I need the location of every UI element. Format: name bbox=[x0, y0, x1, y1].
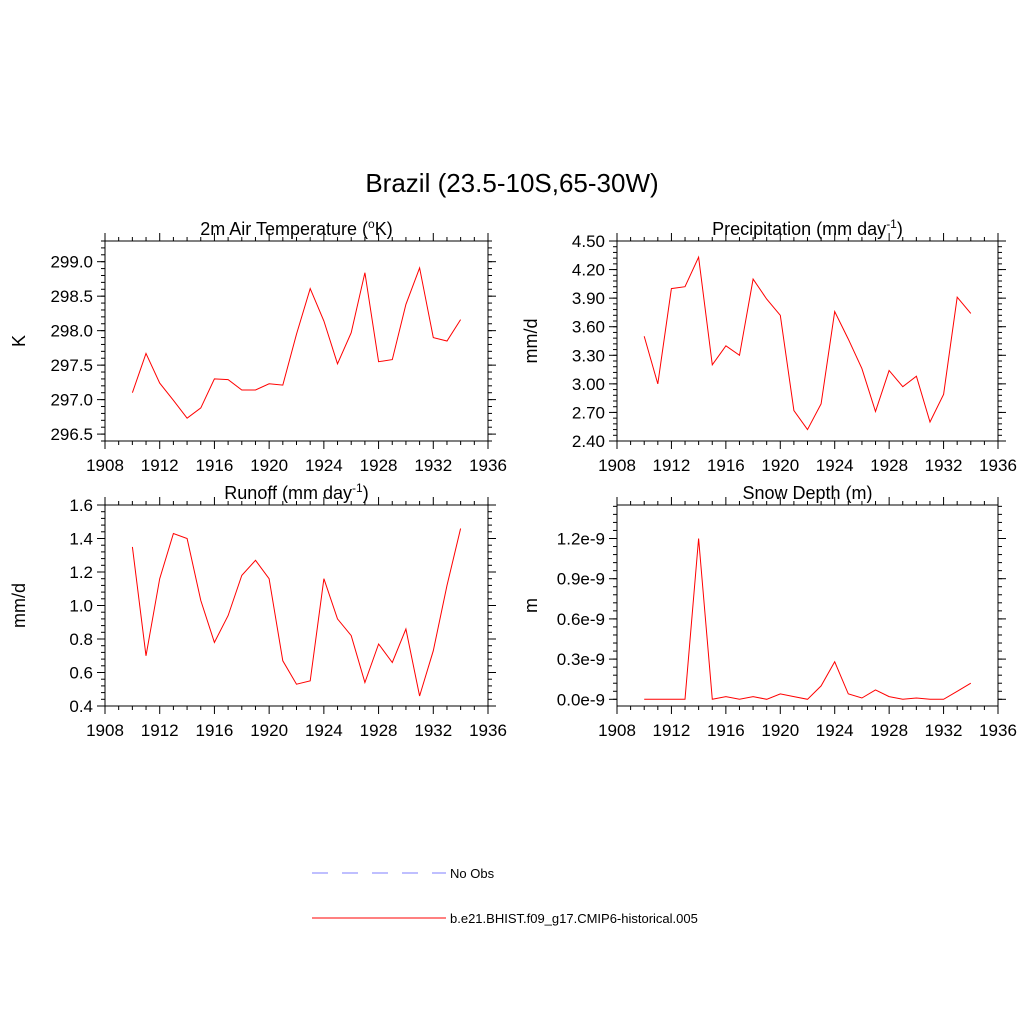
runoff-xtick-label: 1936 bbox=[469, 721, 507, 740]
snow-depth-ytick-label: 0.6e-9 bbox=[557, 610, 605, 629]
precipitation-xtick-label: 1936 bbox=[979, 456, 1017, 475]
temperature-xtick-label: 1932 bbox=[414, 456, 452, 475]
precipitation-ytick-label: 3.30 bbox=[572, 346, 605, 365]
precipitation-ytick-label: 3.90 bbox=[572, 289, 605, 308]
precipitation-xtick-label: 1912 bbox=[653, 456, 691, 475]
snow-depth-title: Snow Depth (m) bbox=[742, 483, 872, 503]
precipitation-xtick-label: 1908 bbox=[598, 456, 636, 475]
runoff-frame bbox=[104, 504, 489, 707]
snow-depth-ylabel: m bbox=[521, 598, 541, 613]
precipitation-ylabel: mm/d bbox=[521, 319, 541, 364]
precipitation-title: Precipitation (mm day-1) bbox=[712, 217, 903, 239]
temperature-frame bbox=[104, 240, 489, 442]
legend-model-label: b.e21.BHIST.f09_g17.CMIP6-historical.005 bbox=[450, 911, 698, 926]
snow-depth-xtick-label: 1924 bbox=[816, 721, 854, 740]
temperature-ytick-label: 299.0 bbox=[50, 253, 93, 272]
temperature-xtick-label: 1928 bbox=[360, 456, 398, 475]
precipitation-xtick-label: 1924 bbox=[816, 456, 854, 475]
temperature-ytick-label: 297.5 bbox=[50, 356, 93, 375]
snow-depth-ytick-label: 0.3e-9 bbox=[557, 650, 605, 669]
precipitation-ytick-label: 4.20 bbox=[572, 261, 605, 280]
snow-depth-xtick-label: 1936 bbox=[979, 721, 1017, 740]
temperature-series-line bbox=[131, 266, 462, 419]
precipitation-ytick-label: 2.40 bbox=[572, 432, 605, 451]
runoff-ylabel: mm/d bbox=[9, 583, 29, 628]
legend-obs-label: No Obs bbox=[450, 866, 495, 881]
precipitation-frame bbox=[616, 240, 999, 442]
precipitation-series-line bbox=[643, 255, 972, 431]
precipitation-ytick-label: 4.50 bbox=[572, 232, 605, 251]
runoff-ytick-label: 1.0 bbox=[69, 597, 93, 616]
runoff-ytick-label: 1.6 bbox=[69, 496, 93, 515]
temperature-xtick-label: 1924 bbox=[305, 456, 343, 475]
precipitation-xtick-label: 1932 bbox=[925, 456, 963, 475]
precipitation-ytick-label: 3.00 bbox=[572, 375, 605, 394]
runoff-xtick-label: 1920 bbox=[250, 721, 288, 740]
runoff-xtick-label: 1916 bbox=[196, 721, 234, 740]
precipitation-ytick-label: 2.70 bbox=[572, 403, 605, 422]
temperature-ylabel: K bbox=[9, 335, 29, 347]
runoff-title: Runoff (mm day-1) bbox=[224, 481, 368, 503]
runoff-xtick-label: 1932 bbox=[414, 721, 452, 740]
runoff-xtick-label: 1912 bbox=[141, 721, 179, 740]
temperature-ytick-label: 298.5 bbox=[50, 287, 93, 306]
temperature-ytick-label: 298.0 bbox=[50, 322, 93, 341]
runoff-ytick-label: 0.6 bbox=[69, 664, 93, 683]
snow-depth-ytick-label: 0.0e-9 bbox=[557, 690, 605, 709]
precipitation-xtick-label: 1920 bbox=[761, 456, 799, 475]
runoff-ytick-label: 0.4 bbox=[69, 697, 93, 716]
runoff-series-line bbox=[131, 528, 462, 697]
snow-depth-xtick-label: 1912 bbox=[653, 721, 691, 740]
figure-title: Brazil (23.5-10S,65-30W) bbox=[365, 168, 659, 198]
temperature-ytick-label: 297.0 bbox=[50, 391, 93, 410]
temperature-xtick-label: 1908 bbox=[86, 456, 124, 475]
temperature-xtick-label: 1912 bbox=[141, 456, 179, 475]
temperature-title: 2m Air Temperature (oK) bbox=[200, 217, 392, 239]
temperature-xtick-label: 1920 bbox=[250, 456, 288, 475]
runoff-xtick-label: 1924 bbox=[305, 721, 343, 740]
temperature-xtick-label: 1916 bbox=[196, 456, 234, 475]
runoff-ytick-label: 1.2 bbox=[69, 563, 93, 582]
runoff-ytick-label: 1.4 bbox=[69, 530, 93, 549]
snow-depth-xtick-label: 1920 bbox=[761, 721, 799, 740]
snow-depth-xtick-label: 1908 bbox=[598, 721, 636, 740]
snow-depth-xtick-label: 1928 bbox=[870, 721, 908, 740]
snow-depth-frame bbox=[616, 504, 999, 707]
temperature-xtick-label: 1936 bbox=[469, 456, 507, 475]
temperature-ytick-label: 296.5 bbox=[50, 425, 93, 444]
snow-depth-ytick-label: 0.9e-9 bbox=[557, 570, 605, 589]
precipitation-ytick-label: 3.60 bbox=[572, 318, 605, 337]
precipitation-xtick-label: 1916 bbox=[707, 456, 745, 475]
runoff-xtick-label: 1928 bbox=[360, 721, 398, 740]
snow-depth-series-line bbox=[644, 538, 972, 700]
snow-depth-xtick-label: 1932 bbox=[925, 721, 963, 740]
snow-depth-ytick-label: 1.2e-9 bbox=[557, 530, 605, 549]
runoff-xtick-label: 1908 bbox=[86, 721, 124, 740]
precipitation-xtick-label: 1928 bbox=[870, 456, 908, 475]
snow-depth-xtick-label: 1916 bbox=[707, 721, 745, 740]
runoff-ytick-label: 0.8 bbox=[69, 630, 93, 649]
